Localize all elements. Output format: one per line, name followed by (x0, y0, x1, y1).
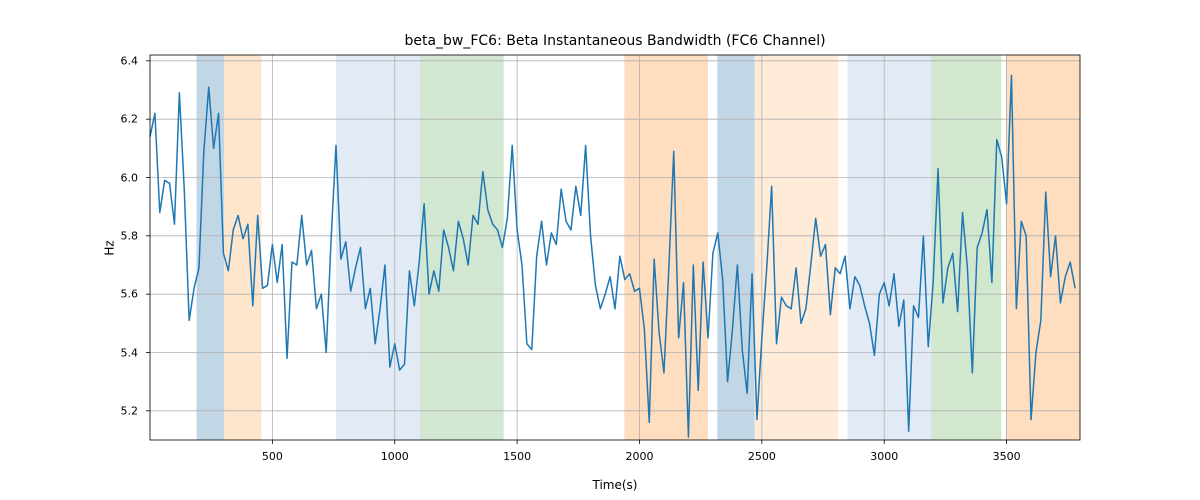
x-tick-label: 3500 (993, 450, 1021, 463)
y-tick-label: 6.0 (98, 171, 138, 184)
x-axis-label: Time(s) (593, 478, 638, 492)
y-tick-label: 6.4 (98, 54, 138, 67)
y-tick-label: 5.2 (98, 404, 138, 417)
highlight-band (364, 55, 420, 440)
x-tick-label: 1500 (503, 450, 531, 463)
y-tick-label: 5.6 (98, 288, 138, 301)
chart-title: beta_bw_FC6: Beta Instantaneous Bandwidt… (404, 33, 825, 49)
x-tick-label: 2000 (625, 450, 653, 463)
x-tick-label: 3000 (870, 450, 898, 463)
x-tick-label: 2500 (748, 450, 776, 463)
y-tick-label: 6.2 (98, 113, 138, 126)
chart-svg (150, 55, 1080, 440)
y-tick-label: 5.8 (98, 229, 138, 242)
highlight-band (717, 55, 754, 440)
highlight-band (420, 55, 504, 440)
y-tick-label: 5.4 (98, 346, 138, 359)
highlight-band (848, 55, 932, 440)
x-tick-label: 1000 (381, 450, 409, 463)
figure: beta_bw_FC6: Beta Instantaneous Bandwidt… (0, 0, 1200, 500)
x-tick-label: 500 (262, 450, 283, 463)
chart-axes (150, 55, 1080, 440)
highlight-band (624, 55, 708, 440)
